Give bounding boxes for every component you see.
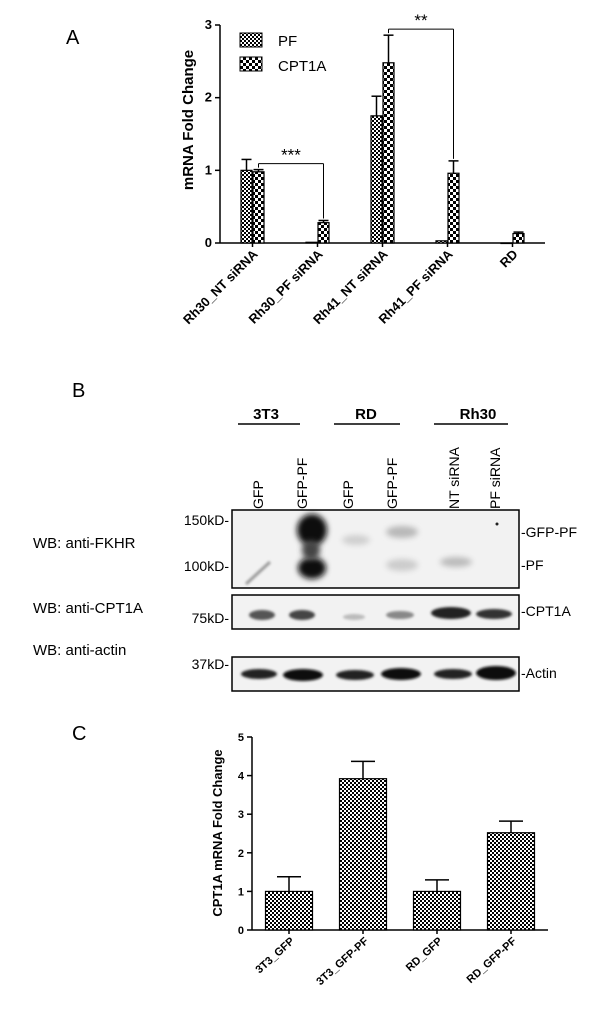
blot-membrane-cpt1a bbox=[231, 594, 520, 630]
blot-band bbox=[336, 670, 374, 680]
western-blot: 3T3 RD Rh30 GFP GFP-PF GFP GFP-PF NT siR… bbox=[33, 406, 577, 692]
significance-label: *** bbox=[281, 146, 301, 165]
blot-band bbox=[343, 614, 365, 620]
blot-band bbox=[289, 610, 315, 620]
x-tick-label: 3T3_GFP bbox=[254, 935, 297, 976]
blot-marker-100: 100kD- bbox=[184, 558, 229, 574]
legend-label-cpt1a: CPT1A bbox=[278, 58, 326, 75]
y-tick-label: 2 bbox=[205, 90, 212, 105]
x-tick-label: RD bbox=[497, 247, 521, 271]
blot-marker-150: 150kD- bbox=[184, 512, 229, 528]
bar bbox=[370, 115, 383, 244]
blot-band bbox=[249, 610, 275, 620]
blot-band bbox=[302, 540, 320, 560]
blot-band-label-gfp-pf: -GFP-PF bbox=[521, 524, 577, 540]
x-tick-label: RD_GFP bbox=[404, 935, 445, 974]
bar bbox=[305, 241, 318, 244]
blot-band bbox=[283, 669, 323, 681]
chart-c-ylabel: CPT1A mRNA Fold Change bbox=[210, 749, 225, 916]
bar bbox=[512, 232, 525, 244]
blot-band bbox=[386, 559, 418, 571]
blot-row-label-actin: WB: anti-actin bbox=[33, 642, 126, 659]
bar bbox=[447, 172, 460, 244]
bar bbox=[486, 832, 536, 931]
blot-lane-label: NT siRNA bbox=[446, 446, 462, 509]
blot-band bbox=[440, 557, 472, 567]
y-tick-label: 1 bbox=[205, 162, 212, 177]
blot-band-label-actin: -Actin bbox=[521, 665, 557, 681]
blot-marker-75: 75kD- bbox=[192, 610, 230, 626]
y-tick-label: 3 bbox=[238, 809, 244, 821]
y-tick-label: 0 bbox=[205, 235, 212, 250]
bar bbox=[412, 890, 462, 931]
y-tick-label: 4 bbox=[238, 771, 245, 783]
significance-label: ** bbox=[414, 11, 428, 30]
blot-group-3t3: 3T3 bbox=[253, 406, 279, 423]
blot-membrane-fkhr bbox=[231, 509, 520, 589]
blot-smear bbox=[244, 560, 272, 586]
bar bbox=[338, 778, 388, 931]
blot-row-label-fkhr: WB: anti-FKHR bbox=[33, 535, 136, 552]
blot-lane-label: GFP bbox=[340, 480, 356, 509]
blot-band bbox=[476, 666, 516, 680]
bar bbox=[435, 240, 448, 244]
blot-band bbox=[381, 668, 421, 680]
blot-band-label-cpt1a: -CPT1A bbox=[521, 603, 571, 619]
blot-band bbox=[434, 669, 472, 679]
chart-c: CPT1A mRNA Fold Change 0 1 2 3 4 5 3T3_GFP 3T3_… bbox=[210, 732, 548, 988]
y-tick-label: 2 bbox=[238, 848, 244, 860]
blot-band bbox=[342, 535, 370, 545]
panel-label-c: C bbox=[72, 723, 86, 745]
x-tick-label: 3T3_GFP-PF bbox=[314, 935, 371, 988]
chart-a-legend: PF CPT1A bbox=[239, 32, 326, 75]
blot-band-label-pf: -PF bbox=[521, 557, 544, 573]
y-tick-label: 1 bbox=[238, 886, 244, 898]
bar bbox=[317, 222, 330, 244]
panel-label-a: A bbox=[66, 27, 80, 49]
blot-band bbox=[386, 611, 414, 619]
blot-bands-cpt1a bbox=[249, 607, 512, 620]
y-tick-label: 0 bbox=[238, 925, 244, 937]
blot-row-label-cpt1a: WB: anti-CPT1A bbox=[33, 600, 143, 617]
blot-lane-label: PF siRNA bbox=[487, 447, 503, 509]
blot-group-rd: RD bbox=[355, 406, 377, 423]
chart-a-ylabel: mRNA Fold Change bbox=[180, 50, 197, 190]
blot-band bbox=[431, 607, 471, 619]
bar bbox=[500, 242, 513, 245]
blot-speck bbox=[495, 522, 499, 526]
blot-band bbox=[241, 669, 277, 679]
blot-lane-label: GFP-PF bbox=[384, 458, 400, 509]
blot-marker-37: 37kD- bbox=[192, 656, 230, 672]
blot-group-rh30: Rh30 bbox=[460, 406, 497, 423]
blot-band bbox=[476, 609, 512, 619]
bar bbox=[264, 890, 314, 931]
panel-label-b: B bbox=[72, 380, 85, 402]
legend-label-pf: PF bbox=[278, 33, 297, 50]
legend-swatch-cpt1a bbox=[239, 56, 263, 72]
blot-band bbox=[386, 526, 418, 538]
y-tick-label: 5 bbox=[238, 732, 244, 744]
blot-bands-fkhr bbox=[244, 514, 499, 586]
blot-lane-label: GFP-PF bbox=[294, 458, 310, 509]
legend-swatch-pf bbox=[239, 32, 263, 48]
blot-bands-actin bbox=[241, 666, 516, 681]
blot-band bbox=[298, 557, 326, 579]
bar bbox=[240, 169, 253, 244]
blot-lane-label: GFP bbox=[250, 480, 266, 509]
blot-band bbox=[297, 514, 327, 546]
y-tick-label: 3 bbox=[205, 17, 212, 32]
x-tick-label: RD_GFP-PF bbox=[465, 935, 520, 986]
bar bbox=[382, 62, 395, 244]
bar bbox=[252, 171, 265, 244]
